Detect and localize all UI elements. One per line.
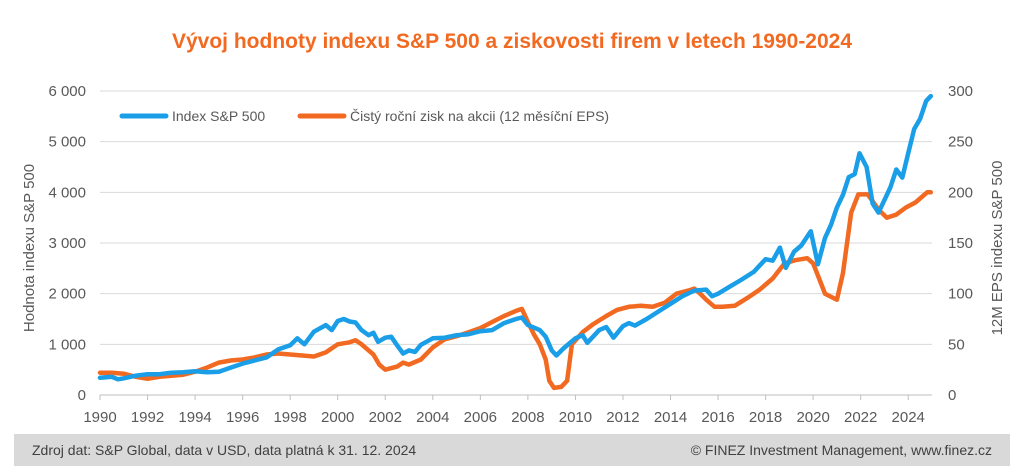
x-tick-label: 2016 xyxy=(701,409,734,426)
y-left-tick-label: 3 000 xyxy=(48,235,86,252)
y-left-tick-label: 2 000 xyxy=(48,286,86,303)
x-tick-label: 1998 xyxy=(273,409,306,426)
x-axis-ticks: 1990 1992 1994 1996 1998 2000 2002 2004 2006 2008… xyxy=(83,395,925,426)
x-tick-label: 1990 xyxy=(83,409,116,426)
y-left-tick-label: 5 000 xyxy=(48,134,86,151)
series-line-index xyxy=(97,93,934,382)
y-left-tick-label: 6 000 xyxy=(48,83,86,100)
series-layer xyxy=(97,93,934,391)
x-tick-label: 2020 xyxy=(796,409,829,426)
x-tick-label: 2012 xyxy=(606,409,639,426)
x-tick-label: 2008 xyxy=(511,409,544,426)
x-tick-label: 2004 xyxy=(416,409,449,426)
chart-title: Vývoj hodnoty indexu S&P 500 a ziskovost… xyxy=(172,30,852,53)
x-tick-label: 1996 xyxy=(226,409,259,426)
y-right-tick-label: 0 xyxy=(948,387,956,404)
gridlines xyxy=(100,90,932,396)
y-axis-right-label: 12M EPS indexu S&P 500 xyxy=(989,161,1006,336)
legend-label-eps: Čistý roční zisk na akcii (12 měsíční EP… xyxy=(350,108,609,124)
y-left-tick-label: 4 000 xyxy=(48,184,86,201)
x-tick-label: 2000 xyxy=(321,409,354,426)
y-axis-left-ticks: 0 1 000 2 000 3 000 4 000 5 000 6 000 xyxy=(48,83,86,404)
x-tick-label: 1992 xyxy=(131,409,164,426)
x-tick-label: 2014 xyxy=(654,409,687,426)
y-right-tick-label: 50 xyxy=(948,336,965,353)
x-tick-label: 2022 xyxy=(844,409,877,426)
x-tick-label: 2018 xyxy=(749,409,782,426)
y-right-tick-label: 250 xyxy=(948,134,973,151)
footer-source: Zdroj dat: S&P Global, data v USD, data … xyxy=(32,442,417,458)
x-tick-label: 2024 xyxy=(892,409,925,426)
y-axis-left-label: Hodnota indexu S&P 500 xyxy=(21,164,38,332)
y-left-tick-label: 1 000 xyxy=(48,336,86,353)
y-right-tick-label: 150 xyxy=(948,235,973,252)
y-right-tick-label: 200 xyxy=(948,184,973,201)
y-axis-right-ticks: 0 50 100 150 200 250 300 xyxy=(948,83,973,404)
series-line-eps xyxy=(97,190,934,391)
footer-bar: Zdroj dat: S&P Global, data v USD, data … xyxy=(14,434,1010,466)
x-tick-label: 2006 xyxy=(464,409,497,426)
y-left-tick-label: 0 xyxy=(78,387,86,404)
x-tick-label: 2010 xyxy=(559,409,592,426)
y-right-tick-label: 300 xyxy=(948,83,973,100)
x-tick-label: 1994 xyxy=(178,409,211,426)
y-right-tick-label: 100 xyxy=(948,286,973,303)
x-tick-label: 2002 xyxy=(369,409,402,426)
footer-copyright: © FINEZ Investment Management, www.finez… xyxy=(690,442,992,458)
legend-label-index: Index S&P 500 xyxy=(172,108,265,124)
chart-svg: Vývoj hodnoty indexu S&P 500 a ziskovost… xyxy=(21,30,1006,426)
legend: Index S&P 500 Čistý roční zisk na akcii … xyxy=(119,108,609,124)
